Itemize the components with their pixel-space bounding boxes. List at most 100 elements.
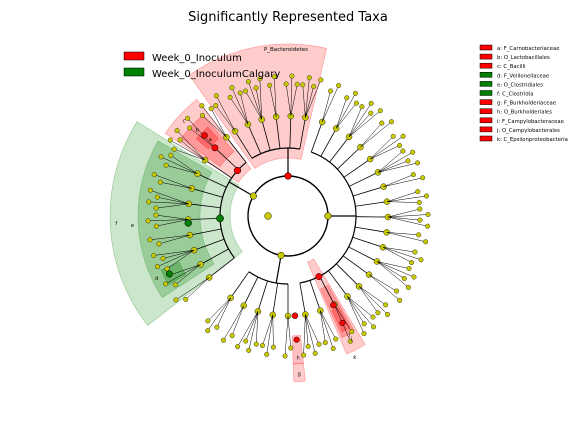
leaf-node — [183, 296, 189, 302]
leaf-branch — [175, 277, 210, 301]
node-i-campylobacteraceae — [339, 319, 346, 326]
leaf-node — [168, 152, 174, 158]
node-d-veillonellaceae — [165, 270, 173, 278]
leaf-node — [420, 175, 426, 181]
clade-legend-swatch-e — [479, 81, 493, 87]
class-branch — [320, 128, 337, 157]
node-g-burkholderiaceae — [293, 336, 300, 343]
leaf-node — [214, 324, 220, 330]
leaf-branch — [166, 249, 195, 270]
leaf-node — [347, 338, 353, 344]
class-branch — [189, 228, 222, 236]
leaf-branch — [231, 87, 249, 125]
leaf-node — [242, 88, 248, 94]
leaf-node — [163, 281, 169, 287]
clade-legend-label-j: j: O_Campylobacterales — [496, 128, 560, 134]
phylum-firmicutes-stem — [228, 181, 254, 197]
leaf-branch — [360, 122, 382, 148]
leaf-branch — [336, 102, 357, 129]
leaf-node — [171, 146, 177, 152]
leaf-node — [154, 264, 160, 270]
leaf-branch — [207, 297, 231, 331]
leaf-node — [174, 128, 180, 134]
leaf-branch — [387, 214, 429, 218]
node-e-clostridiales — [184, 219, 192, 227]
leaf-branch — [179, 139, 206, 161]
leaf-branch — [376, 261, 409, 288]
class-branch — [191, 188, 223, 198]
leaf-branch — [377, 152, 413, 173]
chart-title: Significantly Represented Taxa — [188, 10, 388, 25]
class-branch — [343, 158, 371, 178]
node-f-clostridia — [216, 214, 224, 223]
leaf-node — [368, 100, 374, 106]
sector-letter-c: c — [183, 118, 186, 124]
leaf-branch — [358, 286, 379, 313]
leaf-node — [289, 73, 295, 79]
leaf-node — [253, 341, 259, 347]
clade-legend-label-d: d: F_Veillonellaceae — [497, 73, 549, 79]
leaf-branch — [274, 76, 277, 117]
legend-label-week0-inoculum: Week_0_Inoculum — [152, 53, 242, 64]
leaf-branch — [370, 136, 394, 160]
leaf-node — [333, 336, 339, 342]
leaf-branch — [202, 115, 227, 138]
leaf-node — [167, 137, 173, 143]
class-branch — [226, 136, 247, 163]
leaf-branch — [334, 304, 352, 332]
leaf-node — [353, 90, 358, 96]
leaf-branch — [382, 247, 416, 253]
sector-letter-j: j — [350, 337, 352, 343]
inner-node — [264, 212, 272, 220]
leaf-node — [344, 95, 350, 101]
leaf-node — [259, 343, 265, 348]
leaf-node — [147, 187, 153, 193]
leaf-node — [154, 194, 160, 200]
leaf-node — [397, 142, 403, 148]
leaf-branch — [376, 261, 415, 278]
leaf-node — [400, 148, 406, 154]
leaf-branch — [175, 264, 201, 285]
class-branch — [299, 282, 306, 315]
leaf-node — [377, 108, 383, 114]
leaf-node — [300, 82, 306, 88]
leaf-branch — [285, 83, 292, 117]
class-branch — [337, 146, 361, 170]
leaf-branch — [370, 145, 400, 160]
leaf-branch — [162, 249, 195, 259]
leaf-node — [229, 333, 235, 339]
leaf-branch — [370, 136, 404, 160]
leaf-branch — [387, 216, 428, 227]
leaf-node — [156, 241, 162, 247]
leaf-node — [163, 162, 169, 168]
leaf-node — [418, 257, 424, 263]
leaf-branch — [216, 95, 236, 132]
sector-letter-a: a — [209, 137, 212, 143]
leaf-branch — [255, 87, 263, 120]
leaf-branch — [387, 216, 420, 221]
leaf-branch — [201, 105, 227, 138]
class-branch — [247, 124, 262, 154]
leaf-node — [145, 218, 151, 224]
leaf-branch — [269, 85, 277, 117]
clade-legend-label-e: e: O_Clostridiales — [497, 82, 543, 88]
leaf-branch — [376, 261, 405, 279]
leaf-branch — [305, 314, 320, 345]
leaf-branch — [223, 305, 244, 341]
leaf-node — [164, 266, 170, 272]
leaf-node — [146, 199, 152, 205]
leaf-branch — [174, 148, 206, 161]
class-branch — [275, 116, 281, 149]
sector-letter-i: i — [349, 333, 350, 339]
class-branch — [328, 270, 348, 297]
leaf-branch — [287, 315, 292, 348]
leaf-node — [410, 149, 416, 155]
leaf-branch — [153, 249, 195, 256]
leaf-branch — [305, 79, 322, 118]
leaf-branch — [387, 208, 420, 218]
clade-legend-swatch-h — [479, 108, 493, 114]
leaf-branch — [321, 85, 339, 123]
node-h-burkholderiales — [291, 312, 299, 320]
leaf-node — [411, 274, 417, 280]
sector-letter-h: h — [296, 356, 299, 362]
